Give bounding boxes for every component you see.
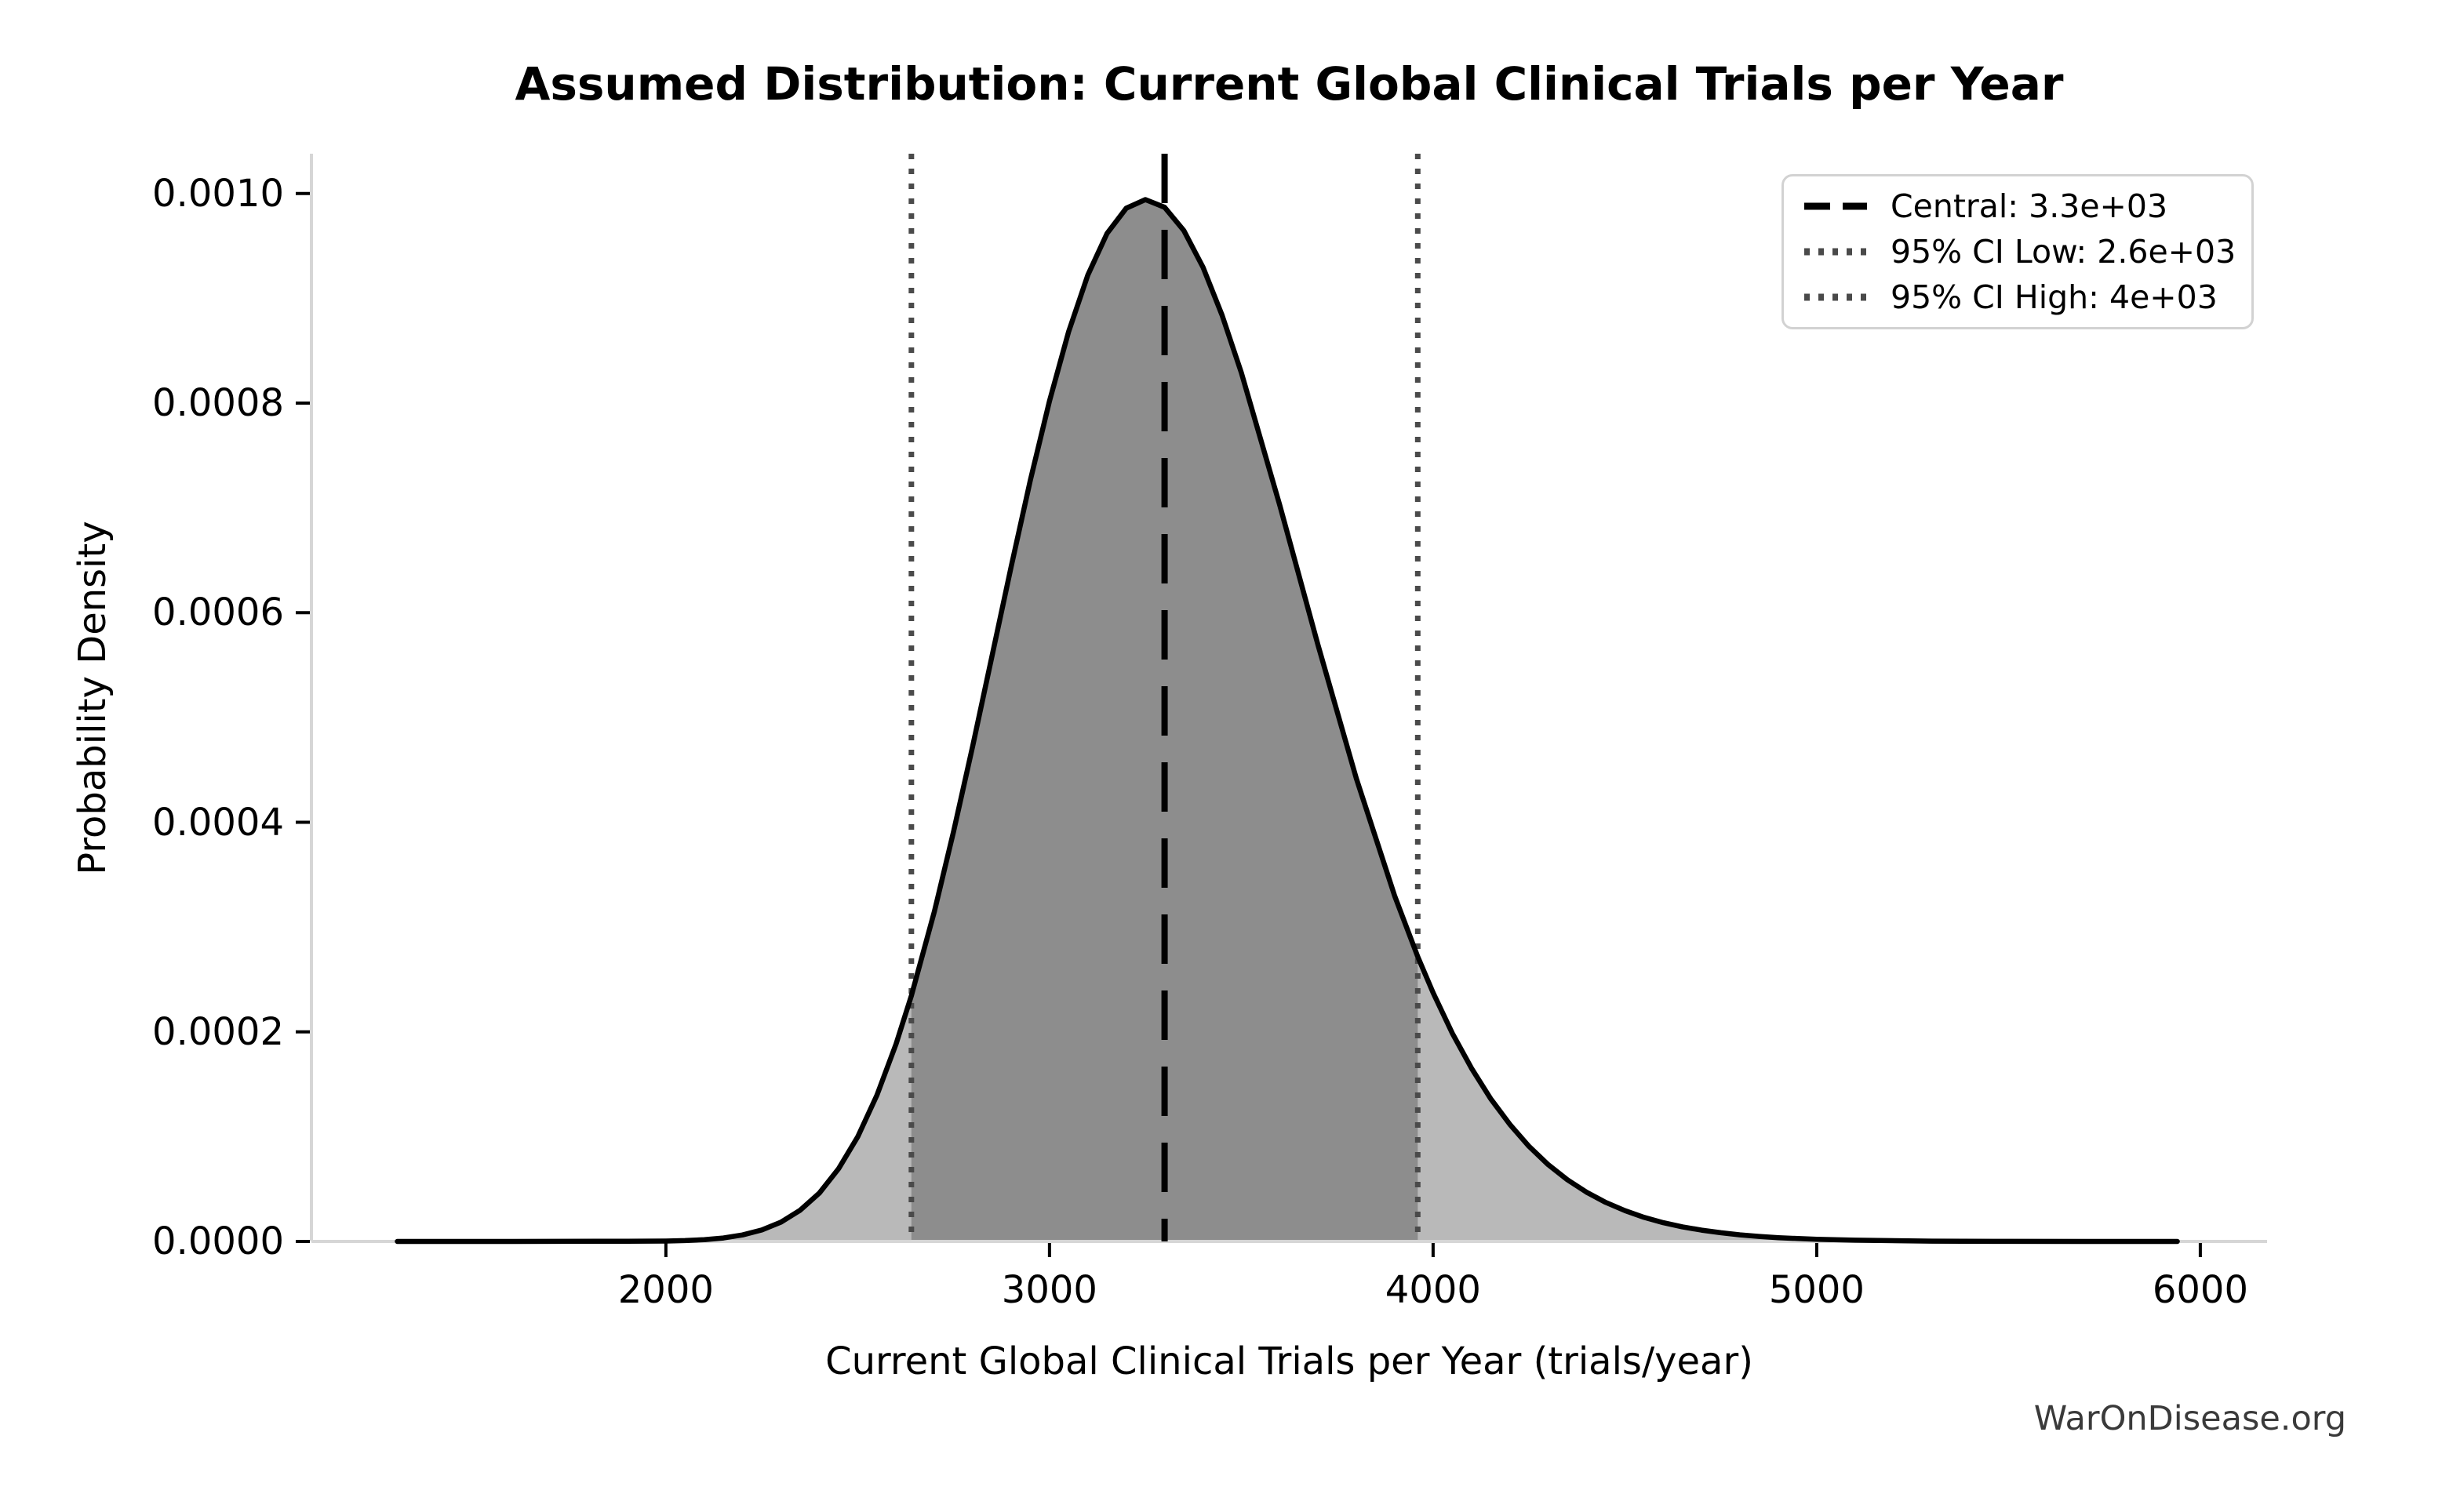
- y-tick-label: 0.0004: [152, 800, 284, 845]
- legend-item-central: Central: 3.3e+03: [1803, 187, 2244, 225]
- legend-item-label: 95% CI High: 4e+03: [1891, 278, 2218, 316]
- y-tick-label: 0.0010: [152, 171, 284, 216]
- legend-dotted-line-swatch: [1804, 248, 1867, 256]
- x-tick-label: 6000: [2152, 1268, 2248, 1312]
- x-tick-label: 5000: [1768, 1268, 1865, 1312]
- legend-dotted-line-swatch: [1804, 293, 1867, 301]
- chart-title: Assumed Distribution: Current Global Cli…: [515, 57, 2064, 111]
- y-tick-label: 0.0008: [152, 381, 284, 426]
- x-tick-label: 4000: [1385, 1268, 1481, 1312]
- x-tick-label: 3000: [1001, 1268, 1097, 1312]
- legend-item-label: Central: 3.3e+03: [1891, 187, 2168, 225]
- y-tick-label: 0.0002: [152, 1009, 284, 1054]
- x-tick-label: 2000: [617, 1268, 714, 1312]
- density-curve: [395, 197, 2180, 1245]
- legend-dashed-line-swatch: [1804, 202, 1867, 210]
- y-tick-label: 0.0000: [152, 1219, 284, 1263]
- y-tick-label: 0.0006: [152, 591, 284, 635]
- legend-item-label: 95% CI Low: 2.6e+03: [1891, 233, 2236, 271]
- x-axis-label: Current Global Clinical Trials per Year …: [825, 1339, 1753, 1383]
- legend-item-ci-high: 95% CI High: 4e+03: [1803, 278, 2244, 316]
- legend: Central: 3.3e+03 95% CI Low: 2.6e+03 95%…: [1781, 174, 2254, 329]
- watermark-text: WarOnDisease.org: [2033, 1399, 2346, 1438]
- legend-item-ci-low: 95% CI Low: 2.6e+03: [1803, 233, 2244, 271]
